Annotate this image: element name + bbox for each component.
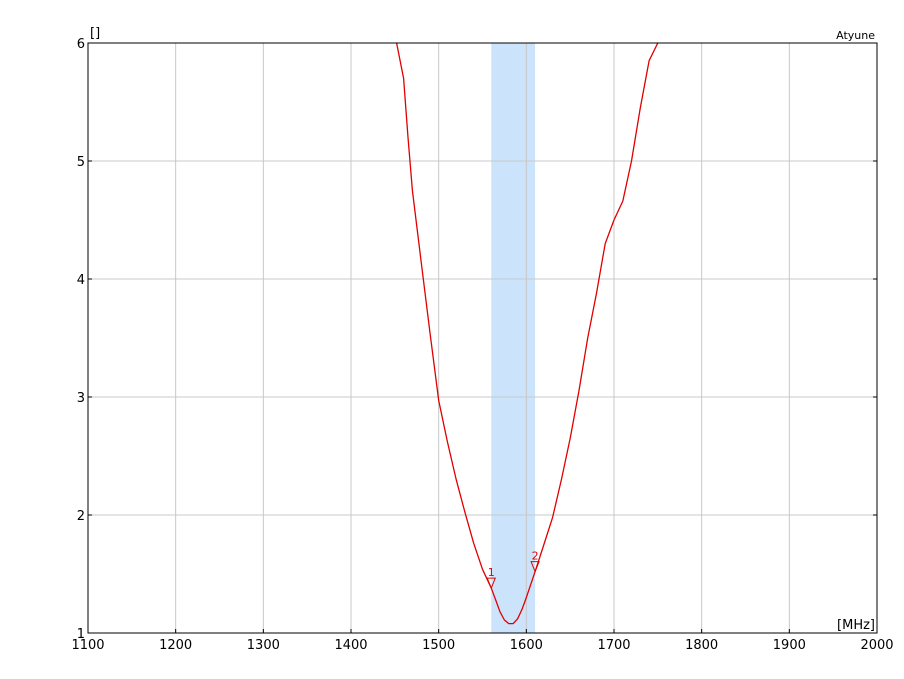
y-unit-label: [] <box>90 26 100 41</box>
x-unit-label: [MHz] <box>837 618 875 633</box>
x-tick-label: 1700 <box>597 638 630 653</box>
x-tick-label: 1800 <box>685 638 718 653</box>
y-tick-label: 4 <box>77 273 85 288</box>
x-tick-label: 1600 <box>510 638 543 653</box>
y-tick-label: 1 <box>77 627 85 642</box>
marker-number-label: 1 <box>488 566 495 579</box>
marker-triangle <box>486 577 497 590</box>
y-tick-label: 2 <box>77 509 85 524</box>
x-tick-label: 1100 <box>71 638 104 653</box>
y-tick-label: 3 <box>77 391 85 406</box>
x-tick-label: 1500 <box>422 638 455 653</box>
x-tick-label: 1900 <box>773 638 806 653</box>
ticks-layer <box>87 42 878 634</box>
x-tick-label: 1400 <box>334 638 367 653</box>
marker-layer: 12 <box>486 550 540 590</box>
grid-layer <box>88 43 877 633</box>
marker-number-label: 2 <box>532 550 539 563</box>
trace-name-label: Atyune <box>836 29 875 42</box>
y-tick-label: 6 <box>77 37 85 52</box>
frequency-band-highlight <box>491 43 536 633</box>
x-tick-label: 1300 <box>247 638 280 653</box>
series-line <box>395 42 659 625</box>
y-tick-label: 5 <box>77 155 85 170</box>
plot-frame <box>87 42 878 634</box>
band-layer <box>491 43 536 633</box>
x-tick-label: 2000 <box>860 638 893 653</box>
x-tick-label: 1200 <box>159 638 192 653</box>
labels-layer: 1100 1200 1300 1400 1500 1600 1700 1800 1900 2000… <box>71 37 893 653</box>
series-layer <box>395 42 659 625</box>
marker-triangle <box>530 561 540 573</box>
